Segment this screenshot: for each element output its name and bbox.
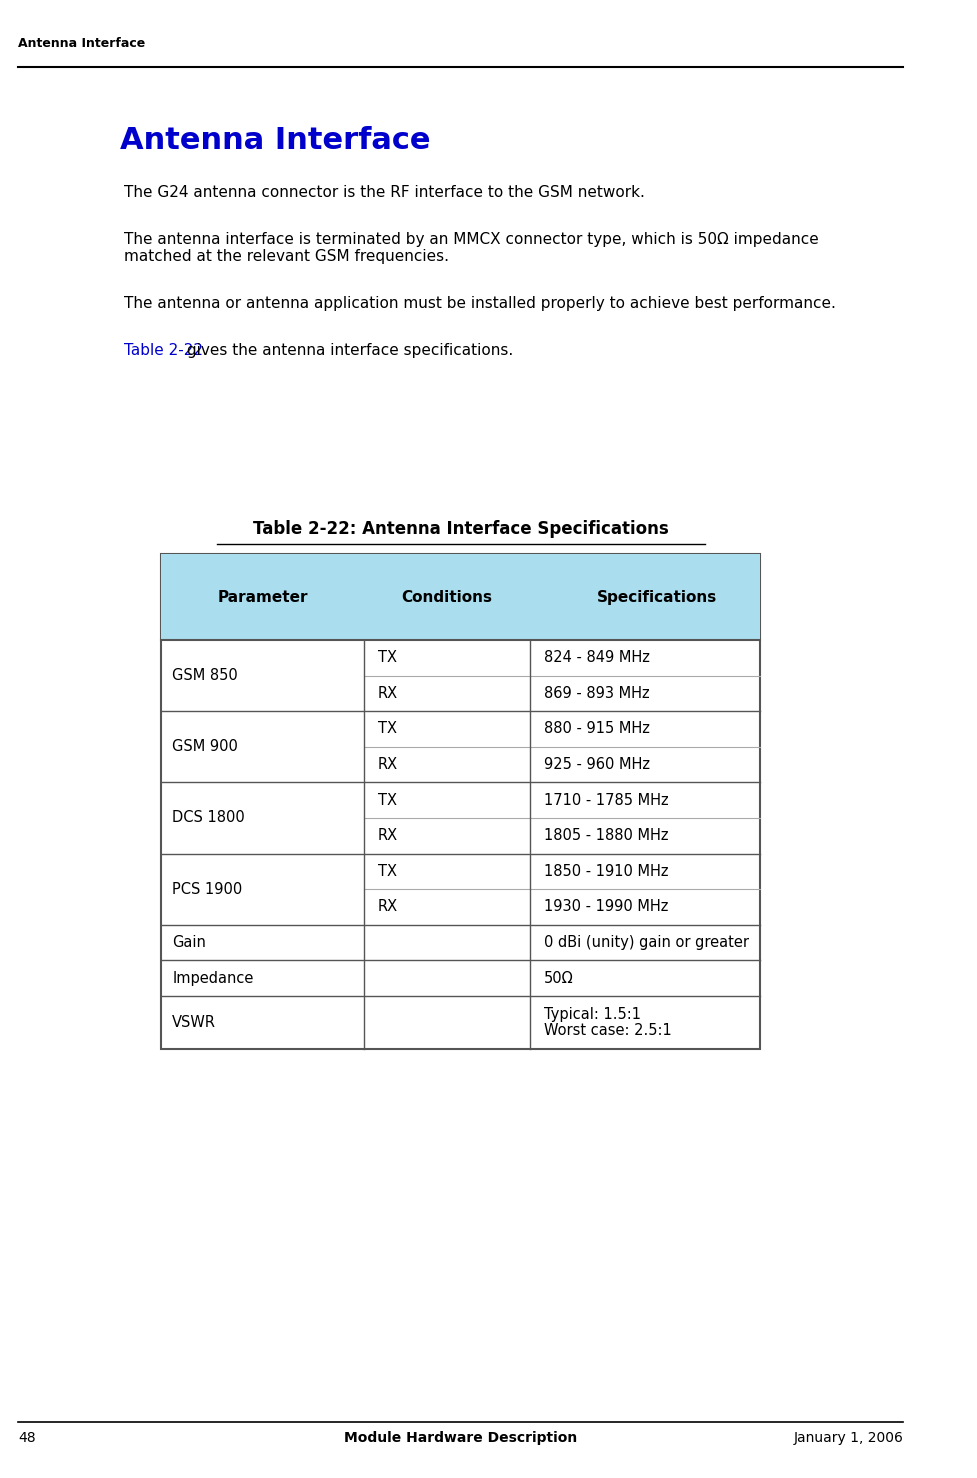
Text: 1930 - 1990 MHz: 1930 - 1990 MHz [543, 900, 667, 915]
Text: Worst case: 2.5:1: Worst case: 2.5:1 [543, 1023, 671, 1038]
Text: PCS 1900: PCS 1900 [172, 882, 242, 897]
Text: Impedance: Impedance [172, 971, 253, 986]
Text: January 1, 2006: January 1, 2006 [792, 1432, 903, 1445]
Text: 925 - 960 MHz: 925 - 960 MHz [543, 757, 649, 772]
Text: 1805 - 1880 MHz: 1805 - 1880 MHz [543, 828, 667, 844]
Text: Table 2-22: Table 2-22 [124, 343, 203, 358]
Text: GSM 900: GSM 900 [172, 739, 238, 754]
Text: Antenna Interface: Antenna Interface [120, 126, 430, 155]
Text: 880 - 915 MHz: 880 - 915 MHz [543, 721, 649, 736]
Text: RX: RX [377, 757, 398, 772]
Text: 1710 - 1785 MHz: 1710 - 1785 MHz [543, 792, 667, 807]
Text: TX: TX [377, 721, 397, 736]
Bar [161, 554, 760, 640]
Text: RX: RX [377, 686, 398, 701]
Text: Specifications: Specifications [596, 590, 716, 605]
Text: Typical: 1.5:1: Typical: 1.5:1 [543, 1008, 640, 1023]
Text: RX: RX [377, 828, 398, 844]
Text: 1850 - 1910 MHz: 1850 - 1910 MHz [543, 863, 667, 879]
Text: RX: RX [377, 900, 398, 915]
Bar [161, 554, 760, 1049]
Text: DCS 1800: DCS 1800 [172, 810, 245, 826]
Text: 869 - 893 MHz: 869 - 893 MHz [543, 686, 649, 701]
Text: VSWR: VSWR [172, 1015, 216, 1030]
Text: TX: TX [377, 863, 397, 879]
Text: TX: TX [377, 792, 397, 807]
Text: The antenna interface is terminated by an MMCX connector type, which is 50Ω impe: The antenna interface is terminated by a… [124, 232, 819, 265]
Text: 50Ω: 50Ω [543, 971, 573, 986]
Text: 824 - 849 MHz: 824 - 849 MHz [543, 650, 649, 665]
Text: Table 2-22: Antenna Interface Specifications: Table 2-22: Antenna Interface Specificat… [253, 520, 668, 538]
Text: Antenna Interface: Antenna Interface [19, 37, 146, 50]
Text: Module Hardware Description: Module Hardware Description [344, 1432, 576, 1445]
Text: 48: 48 [19, 1432, 36, 1445]
Text: Conditions: Conditions [402, 590, 492, 605]
Text: Gain: Gain [172, 936, 206, 950]
Text: Parameter: Parameter [217, 590, 308, 605]
Text: The G24 antenna connector is the RF interface to the GSM network.: The G24 antenna connector is the RF inte… [124, 185, 645, 200]
Text: GSM 850: GSM 850 [172, 668, 237, 683]
Text: The antenna or antenna application must be installed properly to achieve best pe: The antenna or antenna application must … [124, 296, 835, 310]
Text: 0 dBi (unity) gain or greater: 0 dBi (unity) gain or greater [543, 936, 748, 950]
Text: TX: TX [377, 650, 397, 665]
Text: gives the antenna interface specifications.: gives the antenna interface specificatio… [182, 343, 512, 358]
